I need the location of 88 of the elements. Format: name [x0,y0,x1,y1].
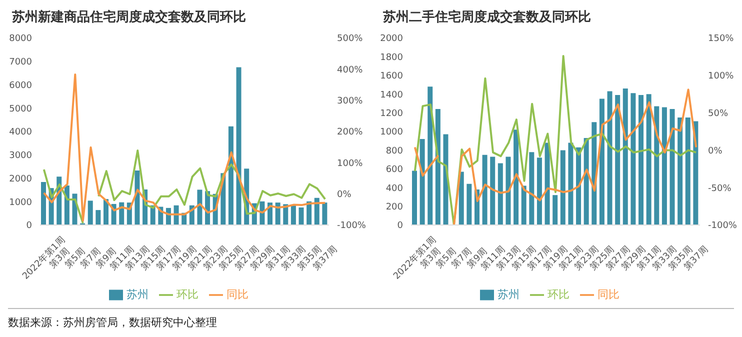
bar [428,86,433,225]
bar [314,198,320,225]
legend-label: 苏州 [498,288,520,301]
bar [685,117,690,225]
bar [599,98,604,225]
chart-title: 苏州新建商品住宅周度成交套数及同环比 [11,8,247,27]
y-tick-label: 6000 [9,80,32,91]
y-tick-label: 0 [397,221,404,232]
bar [197,190,202,225]
y2-tick-label: 50% [708,108,728,119]
line-series [42,73,326,222]
bar [670,109,675,225]
y2-tick-label: 300% [337,96,364,107]
bar [420,138,425,225]
bar [693,121,698,225]
y2-tick-label: -100% [708,221,738,232]
y-tick-label: 2000 [380,34,404,44]
y2-tick-label: 0% [337,190,352,200]
bar [290,204,296,225]
bar [236,67,242,225]
y-tick-label: 1400 [380,90,404,100]
line-series [414,54,698,225]
bar [646,94,652,225]
bar [412,170,417,225]
bar [498,163,503,225]
bar [584,138,589,225]
y2-tick-label: 100% [708,72,734,82]
bar [622,88,628,225]
bar [506,156,511,225]
bar [521,186,526,225]
bar [576,147,582,225]
bar [678,117,683,225]
bar [638,95,644,225]
bar [435,109,440,225]
y-tick-label: 4000 [9,128,32,138]
y-tick-label: 200 [386,202,404,212]
bar [544,142,550,225]
bar [41,182,46,225]
bar [630,93,636,225]
y2-tick-label: 400% [337,65,364,76]
legend-label: 同比 [598,288,620,301]
y2-tick-label: -50% [708,184,732,194]
bar [560,150,566,225]
y2-tick-label: 200% [337,128,364,138]
bar [514,130,519,225]
legend-label: 环比 [176,288,198,301]
bar [607,91,612,225]
y2-tick-label: 0% [708,146,723,156]
bar [490,156,496,225]
y-tick-label: 2000 [9,174,32,184]
y-tick-label: 800 [386,146,404,156]
y-tick-label: 1000 [9,198,32,208]
chart-title: 苏州二手住宅周度成交套数及同环比 [382,8,592,27]
legend-label: 环比 [548,288,570,301]
y-tick-label: 1200 [380,108,404,119]
y-tick-label: 1000 [380,128,404,138]
bar [568,142,574,225]
bar [298,207,304,225]
bar [654,106,660,225]
y-tick-label: 400 [386,184,404,194]
y-tick-label: 8000 [9,34,32,44]
source-note: 数据来源：苏州房管局，数据研究中心整理 [8,315,218,330]
bar [529,152,534,225]
bar [322,202,328,225]
y-tick-label: 7000 [9,58,32,68]
y-tick-label: 1600 [380,72,404,82]
y2-tick-label: 150% [708,34,734,44]
bar [88,200,93,225]
y-tick-label: 1800 [380,52,404,63]
legend-label: 苏州 [126,288,148,301]
y2-tick-label: -100% [337,221,366,232]
y2-tick-label: 100% [337,158,364,169]
bar [134,170,140,225]
y-tick-label: 600 [386,165,404,176]
bar [552,195,558,225]
bar [536,158,542,225]
bar [443,134,448,225]
bar [615,95,620,225]
y-tick-label: 0 [26,221,32,232]
bar [96,210,101,225]
bar [482,154,488,225]
legend-label: 同比 [226,288,248,301]
y-tick-label: 5000 [9,104,32,114]
bar [662,107,667,225]
y2-tick-label: 500% [337,34,364,44]
bar [458,172,464,225]
bar [466,184,472,225]
y-tick-label: 3000 [9,151,32,162]
